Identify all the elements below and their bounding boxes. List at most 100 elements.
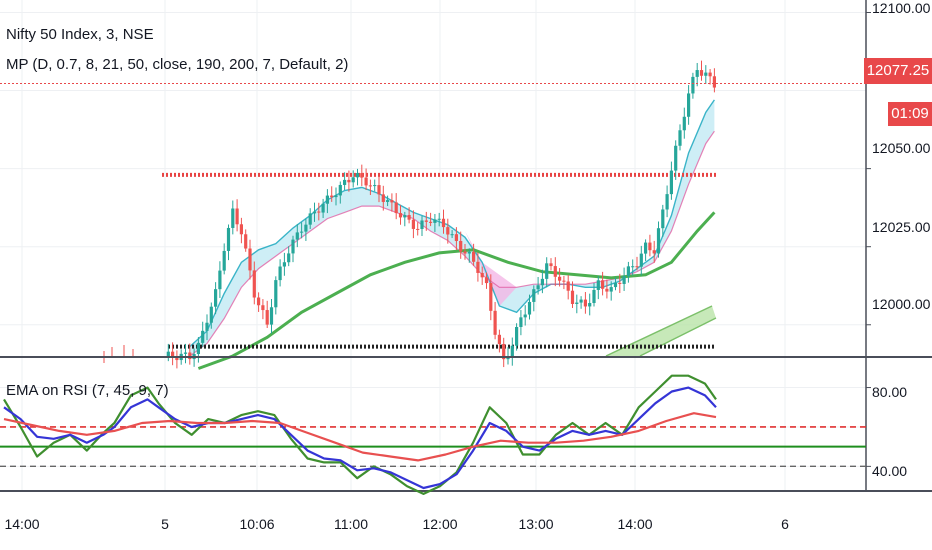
candle-body	[252, 270, 256, 298]
candle-body	[626, 266, 630, 277]
candle-body	[330, 195, 334, 198]
rsi-y-tick-label: 40.00	[872, 463, 908, 479]
candle-body	[622, 276, 626, 284]
candle-body	[454, 234, 458, 241]
candle-body	[601, 280, 605, 289]
candle-body	[334, 195, 338, 198]
candle-body	[613, 282, 618, 288]
candle-body	[196, 342, 200, 355]
candle-body	[570, 290, 575, 304]
candle-body	[274, 280, 278, 308]
candle-body	[497, 334, 501, 344]
candle-body	[515, 326, 519, 346]
candle-body	[265, 310, 269, 325]
candle-body	[592, 289, 596, 304]
x-tick-label: 10:06	[239, 516, 275, 532]
candle-body	[218, 270, 222, 290]
candle-body	[188, 352, 192, 360]
candle-body	[441, 218, 446, 228]
candle-body	[553, 266, 557, 277]
candle-body	[214, 289, 218, 307]
candle-body	[545, 263, 549, 279]
rsi-series-line	[3, 374, 717, 495]
x-tick-label: 12:00	[422, 516, 458, 532]
candle-body	[489, 283, 493, 311]
candle-body	[209, 306, 213, 323]
chart-title: Nifty 50 Index, 3, NSE	[6, 26, 154, 43]
channel-upper-line	[605, 305, 713, 357]
y-tick-label: 12025.00	[872, 219, 931, 235]
candle-body	[287, 253, 291, 263]
candle-body	[699, 70, 704, 76]
candle-body	[519, 317, 523, 327]
candle-body	[343, 179, 347, 185]
ema-fast-line	[189, 99, 715, 348]
candle-body	[261, 305, 265, 311]
candle-body	[355, 173, 360, 178]
candle-body	[403, 215, 407, 218]
candle-body	[579, 299, 583, 303]
indicator-label: MP (D, 0.7, 8, 21, 50, close, 190, 200, …	[6, 56, 349, 73]
candle-body	[691, 76, 695, 94]
last-price-tag: 12077.25	[864, 58, 932, 84]
x-tick-label: 6	[781, 516, 789, 532]
candle-body	[493, 310, 497, 335]
candle-body	[652, 250, 656, 254]
candle-body	[669, 170, 673, 195]
candle-body	[347, 179, 351, 183]
candle-body	[648, 242, 652, 251]
candle-body	[433, 219, 437, 223]
rsi-series-line	[3, 412, 717, 462]
candle-body	[411, 219, 415, 229]
candle-body	[312, 211, 317, 214]
candle-body	[183, 352, 188, 354]
candle-body	[351, 177, 355, 183]
candle-body	[678, 130, 682, 146]
candle-body	[282, 262, 286, 267]
candle-body	[175, 357, 179, 361]
candle-body	[665, 194, 669, 210]
candle-body	[364, 177, 368, 186]
candle-body	[708, 72, 712, 77]
candle-body	[656, 228, 661, 254]
rsi-indicator-label: EMA on RSI (7, 45, 9, 7)	[6, 382, 169, 399]
candle-body	[704, 72, 708, 76]
candle-body	[373, 185, 377, 187]
x-tick-label: 5	[161, 516, 169, 532]
candle-body	[510, 345, 514, 357]
candle-body	[661, 209, 665, 229]
candle-body	[588, 303, 592, 307]
candle-body	[476, 261, 480, 273]
candle-body	[631, 266, 635, 268]
candle-body	[231, 208, 235, 228]
candle-body	[596, 280, 600, 290]
candle-body	[674, 145, 678, 171]
candle-body	[536, 285, 540, 290]
candle-body	[712, 76, 716, 88]
candle-body	[682, 116, 686, 131]
candle-body	[695, 70, 699, 77]
x-tick-label: 13:00	[518, 516, 554, 532]
candle-body	[205, 322, 209, 331]
candle-body	[300, 231, 304, 233]
y-tick-label: 12100.00	[872, 0, 931, 16]
candle-body	[171, 351, 175, 358]
candle-body	[248, 248, 252, 271]
channel-lower-line	[639, 317, 717, 357]
candle-body	[450, 234, 454, 236]
x-tick-label: 14:00	[4, 516, 40, 532]
candle-body	[317, 211, 321, 213]
candle-body	[235, 208, 239, 225]
candle-body	[609, 287, 613, 292]
candle-body	[226, 227, 231, 251]
candle-body	[291, 239, 295, 254]
candle-body	[308, 213, 312, 225]
candle-body	[437, 218, 441, 220]
candle-body	[472, 251, 476, 262]
candle-body	[304, 224, 308, 232]
x-tick-label: 14:00	[617, 516, 653, 532]
candle-body	[416, 228, 420, 230]
candle-body	[398, 213, 403, 218]
candle-body	[360, 173, 364, 178]
